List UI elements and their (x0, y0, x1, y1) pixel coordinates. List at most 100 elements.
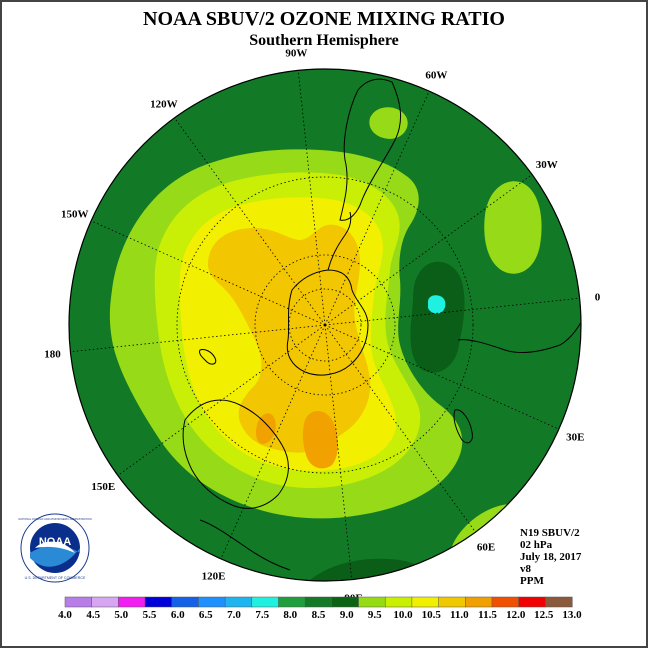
coastlines (182, 78, 581, 571)
new-zealand (199, 349, 217, 365)
colorbar-swatch (91, 596, 119, 608)
longitude-labels: 90W60W30W030E60E90E120E150E180150W120W (44, 48, 601, 605)
madagascar (453, 409, 473, 444)
colorbar-tick-label: 7.5 (255, 609, 269, 621)
colorbar-swatch (491, 596, 520, 608)
colorbar-swatch (518, 596, 546, 608)
colorbar-swatch (118, 596, 146, 608)
latitude-circle-inner (288, 288, 362, 362)
noaa-logo: NOAA U.S. DEPARTMENT OF COMMERCE NATIONA… (18, 513, 92, 583)
noaa-logo-text: NOAA (39, 536, 71, 548)
longitude-label: 60W (425, 70, 447, 82)
colorbar-tick-label: 9.5 (368, 609, 382, 621)
colorbar-swatch (304, 596, 333, 608)
meridian-line (324, 297, 580, 326)
longitude-label: 120E (202, 570, 226, 582)
data-version: v8 (520, 563, 531, 575)
longitude-label: 90W (285, 48, 307, 60)
latitude-circle-mid (254, 254, 396, 396)
colorbar-tick-label: 11.0 (450, 609, 469, 621)
colorbar-swatch (144, 596, 173, 608)
colorbar-tick-label: 12.0 (506, 609, 526, 621)
product-info: N19 SBUV/2 02 hPa July 18, 2017 v8 PPM (520, 527, 581, 587)
colorbar-tick-label: 9.0 (340, 609, 354, 621)
meridian-line (324, 324, 476, 533)
longitude-label: 30E (566, 431, 584, 443)
meridian-line (324, 90, 430, 326)
longitude-label: 120W (150, 98, 178, 110)
contour-8-5-patch-east (410, 261, 465, 373)
colorbar-swatch (64, 596, 93, 608)
colorbar-swatch (465, 596, 493, 608)
noaa-logo-agency-text: NATIONAL OCEANIC AND ATMOSPHERIC ADMINIS… (18, 517, 91, 521)
colorbar-swatch (278, 596, 306, 608)
pressure-level: 02 hPa (520, 539, 553, 551)
noaa-logo-white-bird (35, 541, 75, 553)
latitude-circle-outer (176, 176, 474, 474)
map-subtitle: Southern Hemisphere (249, 32, 399, 49)
contour-11-5-b (256, 413, 276, 445)
longitude-label: 180 (44, 349, 61, 361)
map-disc-outline (68, 68, 582, 582)
colorbar-tick-label: 4.0 (58, 609, 72, 621)
colorbar-swatch (224, 596, 253, 608)
meridian-line (297, 70, 326, 326)
ozone-contours (109, 78, 581, 581)
satellite-label: N19 SBUV/2 (520, 527, 580, 539)
colorbar-swatch (358, 596, 386, 608)
meridian-line (324, 174, 533, 326)
noaa-logo-gull-wave (30, 545, 80, 567)
meridian-line (117, 324, 326, 476)
colorbar-tick-label: 7.0 (227, 609, 241, 621)
colorbar-tick-label: 12.5 (534, 609, 554, 621)
colorbar-swatch (384, 596, 413, 608)
units-label: PPM (520, 575, 544, 587)
colorbar-swatch (198, 596, 226, 608)
longitude-label: 150E (91, 481, 115, 493)
contour-11-5-a (302, 411, 338, 469)
colorbar-swatch (251, 596, 280, 608)
colorbar-tick-label: 8.0 (283, 609, 297, 621)
meridian-line (324, 324, 353, 580)
noaa-logo-dept-text: U.S. DEPARTMENT OF COMMERCE (25, 576, 86, 580)
colorbar-tick-label: 4.5 (86, 609, 100, 621)
colorbar-swatch (438, 596, 466, 608)
colorbar: 4.0 4.5 5.0 5.5 6.0 6.5 7.0 7.5 8.0 8.5 9.0 9.5 10.0… (58, 596, 582, 621)
longitude-label: 150W (61, 209, 89, 221)
colorbar-tick-label: 6.5 (199, 609, 213, 621)
longitude-label: 0 (595, 291, 601, 303)
meridian-line (174, 117, 326, 326)
meridian-line (70, 324, 326, 353)
colorbar-tick-label: 10.0 (393, 609, 413, 621)
contour-7-5-patch (428, 295, 446, 314)
map-title: NOAA SBUV/2 OZONE MIXING RATIO (143, 8, 505, 30)
colorbar-tick-label: 11.5 (478, 609, 497, 621)
colorbar-swatch (411, 596, 440, 608)
colorbar-swatch (331, 596, 360, 608)
contour-9-5-east-blob (484, 181, 542, 274)
observation-date: July 18, 2017 (520, 551, 582, 563)
indonesia-coast (199, 519, 291, 571)
longitude-label: 60E (477, 542, 495, 554)
africa-coast (457, 314, 581, 353)
antarctic-peninsula (327, 211, 352, 271)
graticule (70, 70, 580, 580)
meridian-line (220, 324, 326, 560)
colorbar-tick-label: 8.5 (312, 609, 326, 621)
colorbar-tick-label: 6.0 (171, 609, 185, 621)
south-america-coast (339, 78, 402, 221)
antarctica-coast (286, 269, 369, 376)
colorbar-tick-label: 5.0 (114, 609, 128, 621)
colorbar-tick-label: 5.5 (143, 609, 157, 621)
longitude-label: 30W (536, 159, 558, 171)
colorbar-swatch (171, 596, 199, 608)
australia-coast (182, 399, 289, 509)
colorbar-tick-label: 13.0 (562, 609, 582, 621)
meridian-line (324, 324, 560, 430)
colorbar-tick-label: 10.5 (422, 609, 442, 621)
contour-11 (207, 224, 371, 453)
colorbar-swatch (545, 596, 573, 608)
meridian-line (90, 220, 326, 326)
